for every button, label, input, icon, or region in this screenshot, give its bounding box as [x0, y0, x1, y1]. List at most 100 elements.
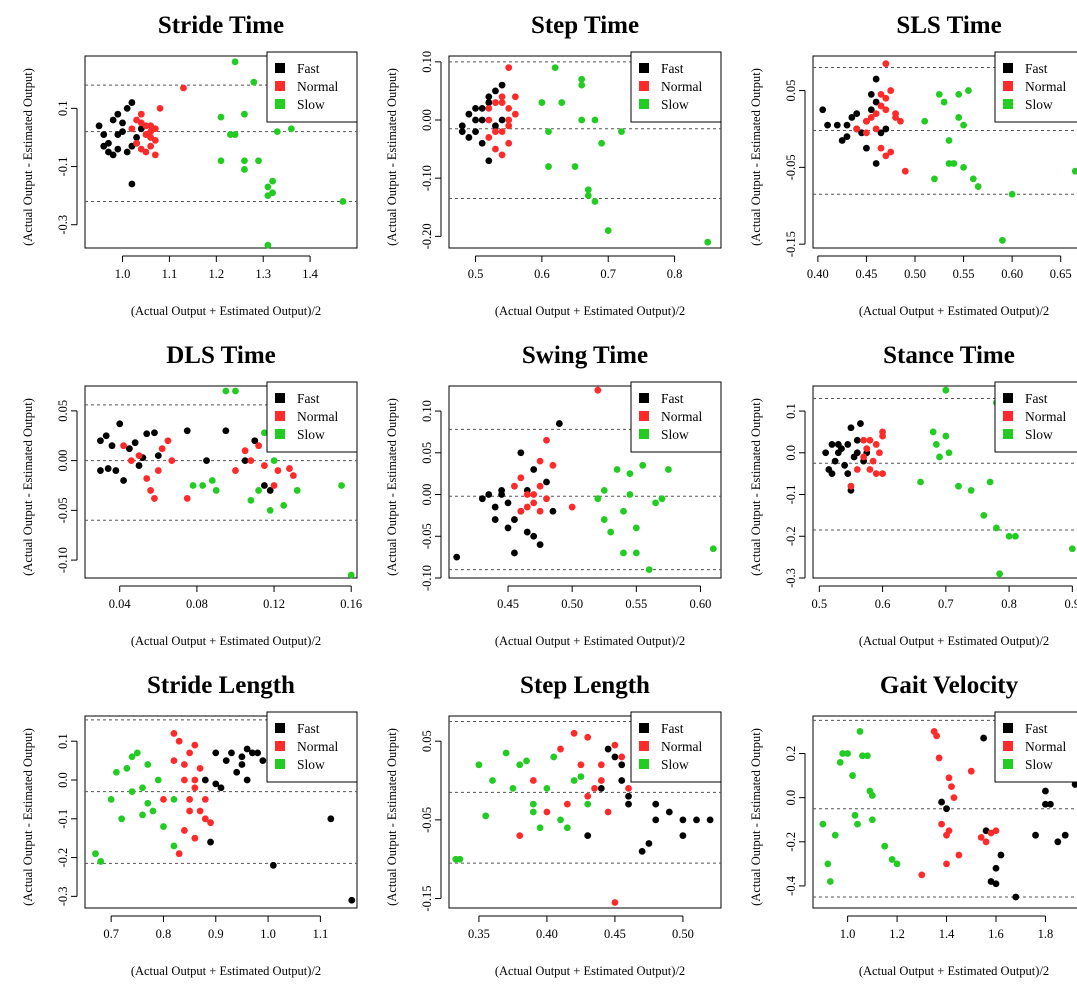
data-point: [266, 487, 274, 494]
data-point: [831, 831, 839, 839]
x-tick-label: 0.9: [208, 927, 224, 941]
legend-swatch: [275, 99, 285, 109]
data-point: [611, 741, 619, 749]
data-point: [274, 467, 282, 474]
data-point: [536, 482, 544, 490]
data-point: [114, 145, 122, 153]
x-tick-label: 0.7: [938, 597, 954, 611]
series-normal: [847, 428, 886, 490]
series-normal: [511, 386, 602, 515]
x-tick-label: 0.40: [536, 927, 558, 941]
data-point: [887, 87, 895, 94]
data-point: [97, 437, 104, 445]
legend-entry: Normal: [1025, 79, 1066, 94]
y-tick-label: -0.05: [420, 807, 434, 833]
data-point: [543, 478, 550, 486]
data-point: [543, 784, 551, 792]
data-point: [584, 800, 592, 808]
data-point: [143, 475, 151, 482]
data-point: [485, 104, 493, 112]
legend: Fast Normal Slow: [630, 51, 722, 123]
series-fast: [95, 99, 145, 188]
data-point: [536, 507, 544, 515]
legend-entry: Slow: [661, 757, 689, 772]
x-tick-label: 1.0: [260, 927, 276, 941]
data-point: [232, 467, 239, 474]
x-tick-label: 0.60: [690, 597, 712, 611]
data-point: [287, 125, 295, 133]
y-tick-label: 0.1: [56, 101, 70, 117]
data-point: [853, 436, 861, 444]
data-point: [578, 116, 586, 124]
data-point: [600, 486, 608, 494]
data-point: [458, 122, 466, 130]
x-tick-label: 0.8: [667, 267, 683, 281]
data-point: [530, 466, 538, 473]
data-point: [940, 98, 948, 106]
data-point: [144, 761, 152, 768]
plot-frame: [84, 715, 358, 909]
data-point: [543, 808, 551, 816]
data-point: [819, 820, 827, 828]
data-point: [212, 780, 220, 788]
data-point: [960, 163, 967, 171]
y-axis-label: (Actual Output - Estimated Output): [385, 68, 399, 246]
data-point: [704, 238, 712, 246]
data-point: [545, 128, 552, 136]
data-point: [568, 503, 576, 511]
data-point: [208, 477, 216, 484]
x-axis-label: (Actual Output + Estimated Output)/2: [495, 964, 685, 978]
y-tick-label: -0.2: [784, 526, 798, 546]
data-point: [831, 457, 839, 465]
data-point: [992, 864, 1000, 872]
data-point: [1042, 787, 1049, 795]
data-point: [207, 819, 214, 827]
data-point: [836, 758, 844, 766]
x-tick-label: 0.55: [953, 267, 975, 281]
legend-swatch: [275, 429, 285, 439]
data-point: [492, 145, 499, 153]
data-point: [858, 129, 865, 137]
data-point: [498, 151, 506, 159]
data-point: [217, 113, 225, 121]
x-tick-label: 1.2: [208, 267, 224, 281]
legend: Fast Normal Slow: [994, 51, 1077, 123]
data-point: [872, 470, 880, 478]
data-point: [217, 784, 225, 792]
data-point: [867, 114, 875, 121]
data-point: [967, 767, 975, 775]
data-point: [100, 131, 108, 138]
series-slow: [538, 64, 712, 246]
series-fast: [819, 75, 890, 167]
x-tick-label: 1.2: [889, 927, 905, 941]
data-point: [347, 571, 355, 579]
y-axis-label: (Actual Output - Estimated Output): [21, 728, 35, 906]
data-point: [974, 183, 982, 190]
data-point: [254, 749, 262, 757]
data-point: [933, 732, 941, 740]
data-point: [613, 466, 621, 473]
data-point: [133, 139, 140, 147]
data-point: [222, 387, 230, 395]
data-point: [118, 815, 126, 823]
chart-panel-1: Step Time 0.5 0.6 0.7 0.8 -0.20 -0.10 0.00 0.10 (…: [385, 12, 722, 318]
data-point: [876, 449, 883, 457]
y-tick-label: -0.10: [420, 565, 434, 591]
data-point: [819, 106, 827, 114]
y-tick-label: 0.00: [420, 109, 434, 131]
data-point: [844, 750, 852, 757]
data-point: [929, 428, 937, 436]
data-point: [180, 84, 187, 92]
data-point: [938, 820, 945, 828]
data-point: [980, 734, 988, 742]
data-point: [992, 880, 1000, 888]
plot-frame: [812, 715, 1077, 909]
data-point: [969, 175, 977, 183]
data-point: [128, 788, 136, 796]
data-point: [992, 827, 1000, 835]
data-point: [597, 777, 605, 784]
data-point: [536, 457, 544, 465]
data-point: [529, 777, 537, 784]
data-point: [250, 78, 258, 86]
data-point: [238, 761, 246, 768]
